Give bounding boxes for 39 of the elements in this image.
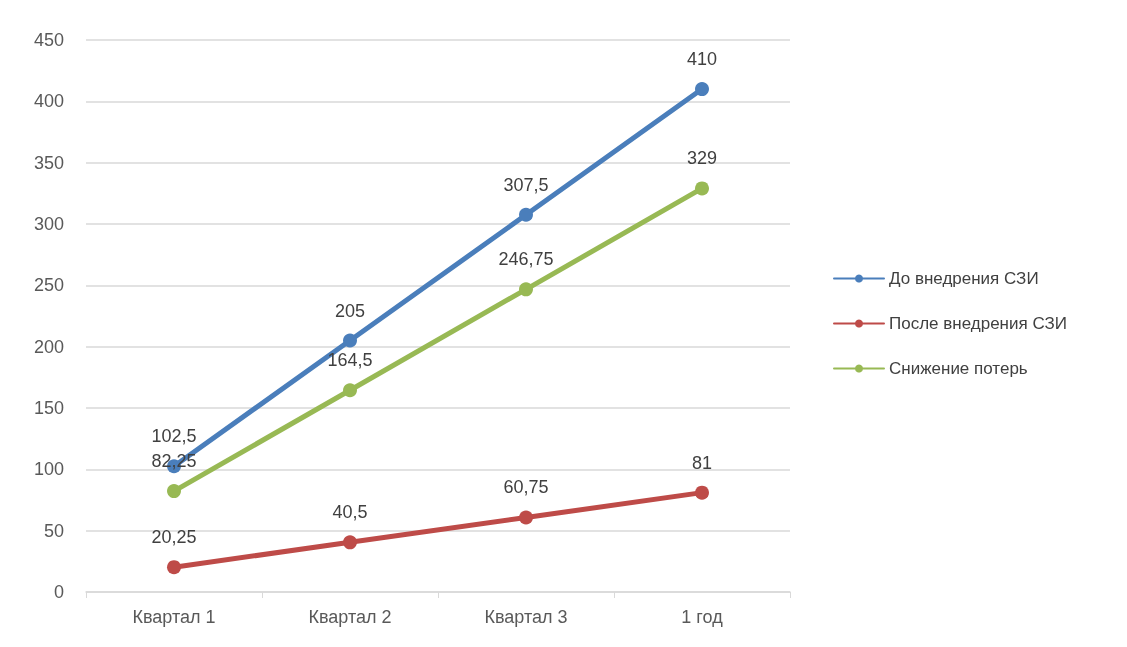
x-tick-label: Квартал 2 (308, 607, 392, 627)
data-label: 307,5 (503, 174, 549, 195)
data-label: 20,25 (151, 527, 197, 548)
data-label: 246,75 (498, 249, 554, 270)
legend-label: После внедрения СЗИ (889, 314, 1067, 333)
point (519, 207, 533, 222)
data-label: 60,75 (503, 477, 549, 498)
y-tick-label: 450 (33, 30, 64, 50)
data-label: 102,5 (151, 426, 197, 447)
data-label: 40,5 (332, 502, 368, 523)
y-tick-label: 250 (33, 275, 64, 296)
legend-label: Снижение потерь (889, 359, 1028, 378)
data-label: 205 (334, 300, 366, 321)
data-label: 410 (686, 49, 718, 70)
point (167, 484, 181, 499)
data-label: 81 (691, 452, 713, 473)
point (167, 560, 181, 575)
x-tick-label: Квартал 3 (484, 607, 568, 627)
point (343, 535, 357, 550)
data-label: 329 (686, 148, 718, 169)
y-tick-label: 150 (33, 398, 64, 418)
point (519, 510, 533, 525)
y-tick-label: 400 (33, 91, 64, 112)
data-label: 164,5 (327, 350, 373, 371)
x-tick-label: Квартал 1 (132, 607, 216, 627)
point (695, 82, 709, 97)
legend-label: До внедрения СЗИ (889, 269, 1039, 288)
point (519, 282, 533, 297)
y-tick-label: 300 (33, 214, 64, 234)
y-tick-label: 200 (33, 336, 64, 357)
y-tick-label: 0 (53, 582, 64, 602)
point (695, 485, 709, 500)
y-tick-label: 350 (33, 152, 64, 173)
y-tick-label: 50 (43, 520, 64, 541)
x-tick-label: 1 год (681, 607, 724, 627)
point (343, 383, 357, 398)
point (343, 333, 357, 348)
point (695, 181, 709, 196)
y-tick-label: 100 (33, 459, 64, 480)
